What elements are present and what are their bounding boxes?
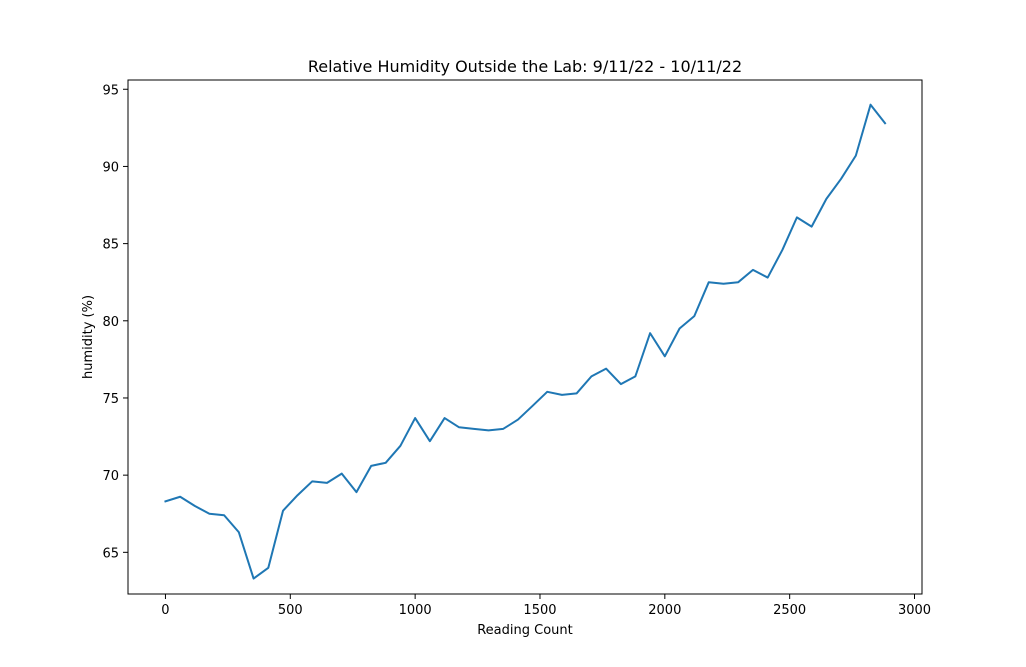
y-tick-label: 65 [102, 546, 119, 561]
x-tick-label: 2000 [648, 603, 681, 618]
y-axis-ticks: 65 70 75 80 85 90 95 [102, 83, 128, 561]
axes-frame [127, 79, 923, 595]
x-tick-label: 3000 [898, 603, 931, 618]
humidity-series-line [164, 103, 887, 580]
y-tick-label: 80 [102, 315, 119, 330]
x-axis-ticks: 0 500 1000 1500 2000 2500 3000 [161, 594, 931, 618]
x-tick-label: 0 [161, 603, 169, 618]
x-tick-label: 500 [278, 603, 303, 618]
chart-title: Relative Humidity Outside the Lab: 9/11/… [308, 57, 742, 76]
y-tick-label: 75 [102, 392, 119, 407]
x-tick-label: 1000 [399, 603, 432, 618]
y-axis-label: humidity (%) [81, 295, 96, 379]
y-tick-label: 95 [102, 83, 119, 98]
y-tick-label: 85 [102, 238, 119, 253]
x-tick-label: 2500 [773, 603, 806, 618]
x-axis-label: Reading Count [477, 623, 573, 638]
y-tick-label: 70 [102, 469, 119, 484]
plot-area [164, 103, 887, 580]
y-tick-label: 90 [102, 160, 119, 175]
x-tick-label: 1500 [523, 603, 556, 618]
